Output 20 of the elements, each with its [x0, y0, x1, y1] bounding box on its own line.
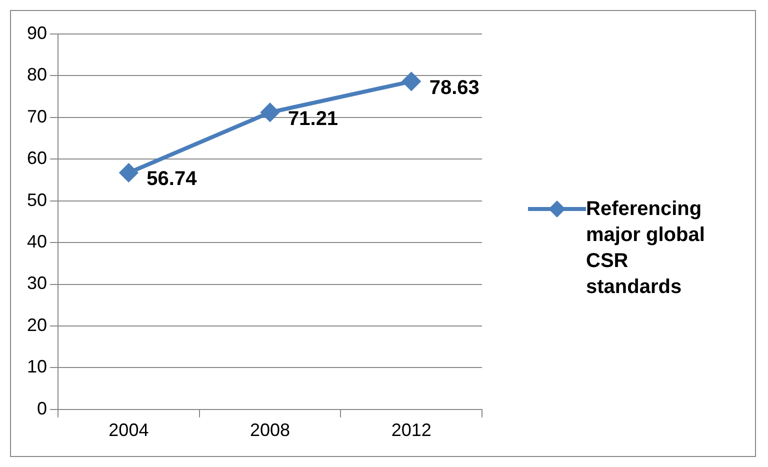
y-tick-label: 50: [26, 190, 48, 210]
y-tick-label: 40: [26, 232, 48, 252]
point: [261, 103, 280, 122]
y-tick-label: 30: [26, 273, 48, 294]
y-tick-label: 60: [26, 148, 48, 168]
point: [402, 72, 420, 90]
x-tick-label: 2008: [250, 420, 290, 440]
x-tick-label: 2012: [391, 420, 432, 440]
x-tick-label: 2004: [108, 420, 149, 440]
point: [120, 164, 138, 182]
y-tick-label: 70: [26, 106, 48, 126]
legend-label: Referencing major global CSR standards: [586, 197, 706, 300]
data-label: 71.21: [288, 108, 338, 130]
y-tick-label: 80: [26, 64, 48, 85]
data-label: 56.74: [146, 168, 198, 190]
y-tick-label: 0: [37, 398, 48, 418]
y-tick-label: 10: [26, 356, 48, 377]
data-label: 78.63: [429, 76, 480, 99]
y-tick-label: 20: [26, 314, 48, 335]
y-tick-label: 90: [26, 22, 48, 43]
